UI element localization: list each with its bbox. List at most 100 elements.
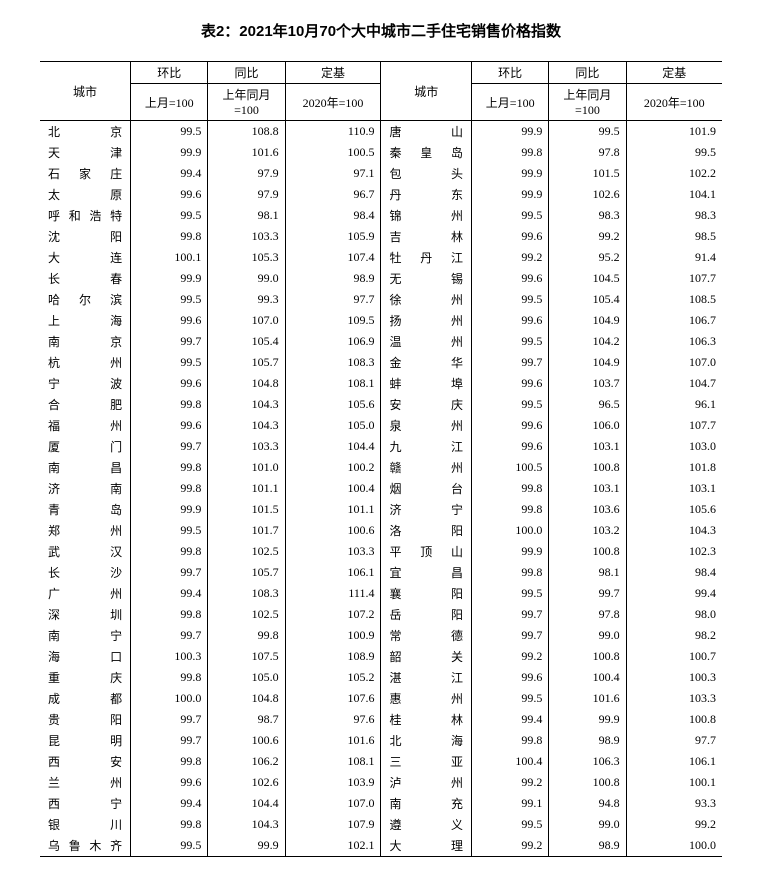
yoy-left: 98.7 (208, 709, 285, 730)
yoy-right: 97.8 (549, 604, 626, 625)
city-left: 南宁 (40, 625, 131, 646)
mom-left: 99.6 (131, 373, 208, 394)
mom-right: 99.5 (472, 205, 549, 226)
yoy-left: 103.3 (208, 226, 285, 247)
table-row: 大连100.1105.3107.4牡丹江99.295.291.4 (40, 247, 722, 268)
base-left: 100.4 (285, 478, 381, 499)
city-right: 吉林 (381, 226, 472, 247)
yoy-left: 97.9 (208, 163, 285, 184)
mom-right: 99.6 (472, 436, 549, 457)
mom-right: 99.5 (472, 814, 549, 835)
city-right: 烟台 (381, 478, 472, 499)
hdr-yoy-left: 同比 (208, 62, 285, 84)
city-left: 重庆 (40, 667, 131, 688)
base-left: 105.6 (285, 394, 381, 415)
base-right: 99.4 (626, 583, 722, 604)
base-right: 104.1 (626, 184, 722, 205)
mom-right: 99.6 (472, 415, 549, 436)
yoy-left: 107.5 (208, 646, 285, 667)
yoy-right: 105.4 (549, 289, 626, 310)
mom-right: 99.9 (472, 163, 549, 184)
mom-right: 99.8 (472, 730, 549, 751)
city-right: 北海 (381, 730, 472, 751)
base-right: 101.8 (626, 457, 722, 478)
table-row: 宁波99.6104.8108.1蚌埠99.6103.7104.7 (40, 373, 722, 394)
yoy-left: 104.4 (208, 793, 285, 814)
mom-left: 99.9 (131, 268, 208, 289)
base-left: 98.9 (285, 268, 381, 289)
table-row: 乌鲁木齐99.599.9102.1大理99.298.9100.0 (40, 835, 722, 857)
yoy-right: 104.5 (549, 268, 626, 289)
base-left: 98.4 (285, 205, 381, 226)
mom-right: 99.2 (472, 247, 549, 268)
city-left: 昆明 (40, 730, 131, 751)
city-left: 青岛 (40, 499, 131, 520)
city-left: 海口 (40, 646, 131, 667)
mom-left: 99.8 (131, 751, 208, 772)
yoy-left: 104.3 (208, 394, 285, 415)
base-right: 104.3 (626, 520, 722, 541)
mom-right: 99.8 (472, 499, 549, 520)
mom-right: 99.4 (472, 709, 549, 730)
city-right: 桂林 (381, 709, 472, 730)
mom-left: 100.0 (131, 688, 208, 709)
base-left: 100.2 (285, 457, 381, 478)
table-row: 西安99.8106.2108.1三亚100.4106.3106.1 (40, 751, 722, 772)
city-left: 南京 (40, 331, 131, 352)
table-row: 杭州99.5105.7108.3金华99.7104.9107.0 (40, 352, 722, 373)
yoy-right: 97.8 (549, 142, 626, 163)
mom-left: 99.7 (131, 730, 208, 751)
city-right: 金华 (381, 352, 472, 373)
base-left: 108.1 (285, 373, 381, 394)
yoy-left: 99.9 (208, 835, 285, 857)
city-left: 天津 (40, 142, 131, 163)
base-right: 102.3 (626, 541, 722, 562)
yoy-left: 104.3 (208, 814, 285, 835)
table-row: 呼和浩特99.598.198.4锦州99.598.398.3 (40, 205, 722, 226)
base-left: 101.6 (285, 730, 381, 751)
base-left: 97.1 (285, 163, 381, 184)
table-row: 青岛99.9101.5101.1济宁99.8103.6105.6 (40, 499, 722, 520)
yoy-left: 107.0 (208, 310, 285, 331)
base-right: 98.2 (626, 625, 722, 646)
table-row: 银川99.8104.3107.9遵义99.599.099.2 (40, 814, 722, 835)
city-left: 成都 (40, 688, 131, 709)
base-left: 100.9 (285, 625, 381, 646)
city-left: 合肥 (40, 394, 131, 415)
mom-left: 99.8 (131, 394, 208, 415)
base-left: 105.9 (285, 226, 381, 247)
mom-left: 99.5 (131, 289, 208, 310)
yoy-right: 101.5 (549, 163, 626, 184)
base-left: 108.1 (285, 751, 381, 772)
table-row: 成都100.0104.8107.6惠州99.5101.6103.3 (40, 688, 722, 709)
yoy-right: 103.1 (549, 436, 626, 457)
mom-left: 99.8 (131, 667, 208, 688)
base-right: 102.2 (626, 163, 722, 184)
mom-right: 99.5 (472, 394, 549, 415)
table-row: 武汉99.8102.5103.3平顶山99.9100.8102.3 (40, 541, 722, 562)
mom-left: 99.7 (131, 709, 208, 730)
base-right: 100.3 (626, 667, 722, 688)
mom-right: 99.9 (472, 184, 549, 205)
mom-right: 99.6 (472, 373, 549, 394)
base-right: 93.3 (626, 793, 722, 814)
yoy-right: 100.8 (549, 541, 626, 562)
base-right: 106.7 (626, 310, 722, 331)
city-right: 常德 (381, 625, 472, 646)
yoy-right: 103.1 (549, 478, 626, 499)
yoy-left: 97.9 (208, 184, 285, 205)
table-row: 海口100.3107.5108.9韶关99.2100.8100.7 (40, 646, 722, 667)
yoy-left: 108.3 (208, 583, 285, 604)
base-right: 103.3 (626, 688, 722, 709)
table-row: 石家庄99.497.997.1包头99.9101.5102.2 (40, 163, 722, 184)
base-right: 98.4 (626, 562, 722, 583)
base-right: 108.5 (626, 289, 722, 310)
mom-left: 100.1 (131, 247, 208, 268)
base-right: 103.1 (626, 478, 722, 499)
table-row: 福州99.6104.3105.0泉州99.6106.0107.7 (40, 415, 722, 436)
hdr-city-right: 城市 (381, 62, 472, 121)
table-row: 广州99.4108.3111.4襄阳99.599.799.4 (40, 583, 722, 604)
yoy-right: 95.2 (549, 247, 626, 268)
mom-left: 99.8 (131, 226, 208, 247)
mom-left: 99.5 (131, 205, 208, 226)
